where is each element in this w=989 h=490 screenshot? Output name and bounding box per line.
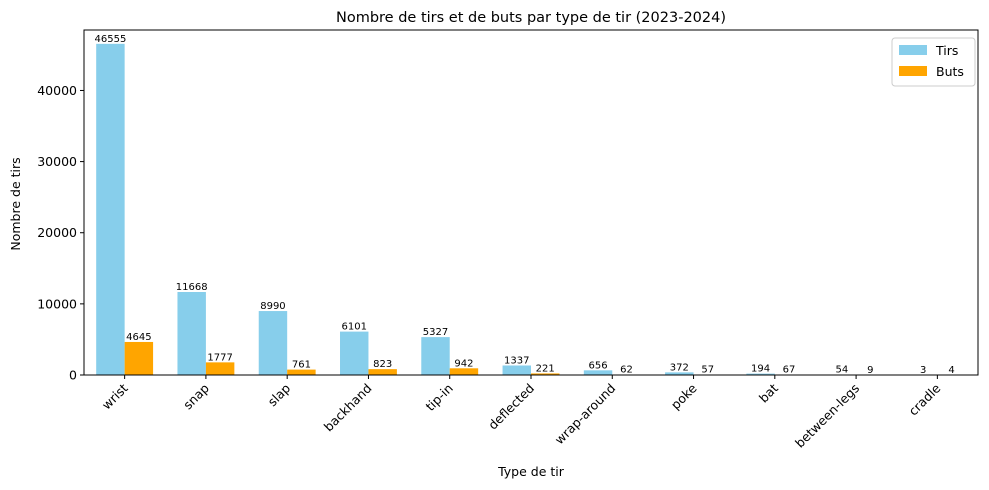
bar-tirs-wrist: [96, 43, 125, 375]
y-tick-label-30000: 30000: [37, 154, 77, 169]
data-label-tirs-wrap-around: 656: [589, 360, 608, 371]
bar-tirs-slap: [258, 311, 288, 375]
bar-tirs-wrap-around: [583, 370, 613, 375]
x-axis-label: Type de tir: [497, 464, 565, 479]
data-label-tirs-poke: 372: [670, 362, 689, 373]
legend-swatch-tirs: [899, 45, 927, 55]
bar-tirs-snap: [177, 292, 206, 375]
bar-buts-tip-in: [449, 368, 479, 375]
data-label-buts-between-legs: 9: [867, 365, 873, 376]
bar-buts-snap: [205, 362, 235, 375]
data-label-buts-wrap-around: 62: [620, 365, 633, 376]
legend-label-buts: Buts: [936, 64, 964, 79]
x-tick-label-cradle: cradle: [905, 380, 943, 418]
y-tick-label-40000: 40000: [37, 83, 77, 98]
x-tick-label-backhand: backhand: [321, 381, 375, 435]
bar-tirs-tip-in: [421, 337, 450, 375]
x-tick-label-between-legs: between-legs: [792, 381, 862, 451]
y-axis-label: Nombre de tirs: [8, 157, 23, 250]
bar-buts-backhand: [368, 369, 397, 375]
axes-frame: [83, 29, 979, 376]
bar-tirs-poke: [665, 372, 694, 375]
x-tick-label-poke: poke: [668, 380, 700, 412]
data-label-buts-snap: 1777: [207, 352, 232, 363]
x-tick-label-deflected: deflected: [485, 381, 537, 433]
bar-buts-wrist: [124, 341, 154, 375]
data-label-tirs-bat: 194: [751, 364, 770, 375]
bar-buts-deflected: [531, 373, 560, 375]
y-tick-label-10000: 10000: [37, 296, 77, 311]
y-tick-label-0: 0: [69, 368, 77, 383]
data-label-tirs-wrist: 46555: [95, 34, 127, 45]
bar-buts-slap: [287, 369, 316, 375]
data-label-buts-bat: 67: [783, 365, 796, 376]
data-label-tirs-tip-in: 5327: [423, 327, 448, 338]
y-tick-label-20000: 20000: [37, 225, 77, 240]
data-label-buts-tip-in: 942: [454, 358, 473, 369]
bar-tirs-deflected: [502, 365, 531, 375]
x-tick-label-bat: bat: [756, 380, 781, 405]
x-tick-label-wrist: wrist: [99, 380, 131, 412]
data-label-tirs-slap: 8990: [260, 301, 285, 312]
legend: Tirs Buts: [891, 37, 976, 87]
legend-label-tirs: Tirs: [935, 43, 958, 58]
chart-title: Nombre de tirs et de buts par type de ti…: [336, 10, 726, 26]
data-label-tirs-deflected: 1337: [504, 355, 529, 366]
data-label-buts-deflected: 221: [536, 363, 555, 374]
data-label-buts-poke: 57: [701, 365, 714, 376]
data-label-buts-cradle: 4: [948, 365, 954, 376]
bar-tirs-backhand: [340, 331, 369, 375]
data-label-tirs-backhand: 6101: [342, 322, 367, 333]
bar-tirs-bat: [746, 373, 775, 375]
data-label-tirs-cradle: 3: [920, 365, 926, 376]
legend-swatch-buts: [899, 66, 927, 76]
x-tick-label-wrap-around: wrap-around: [552, 381, 619, 448]
x-tick-label-snap: snap: [180, 380, 212, 412]
data-label-tirs-between-legs: 54: [836, 365, 849, 376]
data-label-buts-backhand: 823: [373, 359, 392, 370]
data-label-tirs-snap: 11668: [176, 282, 208, 293]
x-tick-label-slap: slap: [265, 380, 294, 409]
data-label-buts-slap: 761: [292, 360, 311, 371]
data-label-buts-wrist: 4645: [126, 332, 151, 343]
x-tick-label-tip-in: tip-in: [422, 381, 455, 414]
